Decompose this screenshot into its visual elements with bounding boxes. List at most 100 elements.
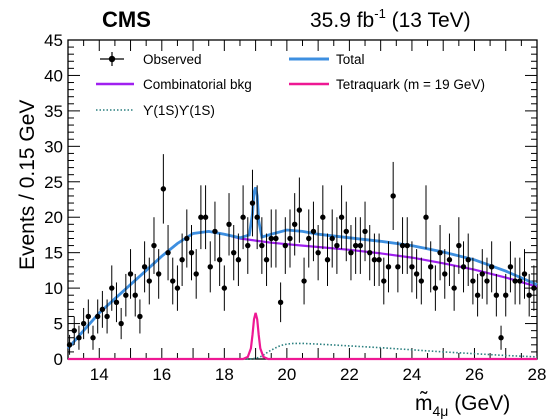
observed-point	[277, 299, 284, 305]
x-tick-label: 24	[402, 365, 421, 384]
observed-point	[385, 264, 392, 270]
y-axis-label: Events / 0.15 GeV	[16, 100, 39, 270]
observed-point	[99, 306, 106, 313]
combinatorial-curve	[67, 230, 538, 350]
observed-point	[320, 214, 326, 220]
observed-point	[127, 271, 134, 277]
observed-point	[343, 228, 349, 235]
observed-point	[526, 292, 532, 298]
observed-point	[268, 235, 274, 242]
observed-point	[493, 292, 500, 298]
observed-point	[212, 228, 218, 235]
legend-entry-total: Total	[289, 52, 365, 67]
energy-label: (13 TeV)	[386, 9, 471, 32]
tetraquark-curve	[68, 312, 537, 361]
observed-point	[376, 257, 382, 263]
y-tick-label: 20	[44, 208, 63, 227]
observed-point	[221, 285, 228, 291]
observed-point	[460, 264, 467, 270]
observed-point	[531, 285, 537, 291]
legend-observed-marker	[108, 55, 116, 63]
x-axis-label-base: m̃	[415, 392, 433, 415]
observed-point	[170, 278, 176, 284]
observed-point	[113, 299, 120, 305]
observed-point	[123, 292, 129, 298]
observed-point	[80, 320, 87, 327]
observed-point	[418, 278, 425, 284]
observed-point	[263, 257, 270, 263]
observed-point	[296, 207, 303, 213]
observed-point	[456, 242, 462, 249]
observed-point	[507, 264, 514, 270]
observed-point	[71, 327, 77, 334]
legend-entry-tetraquark: Tetraquark (m = 19 GeV)	[289, 77, 485, 92]
observed-point	[188, 249, 195, 256]
observed-point	[512, 278, 518, 284]
legend-entry-combinatorial: Combinatorial bkg	[96, 77, 252, 92]
luminosity-exponent: -1	[374, 6, 386, 21]
y-tick-label: 35	[44, 102, 63, 121]
observed-point	[202, 214, 209, 220]
observed-point	[273, 235, 279, 242]
legend-total-label: Total	[336, 52, 365, 67]
observed-point	[109, 285, 115, 291]
observed-point	[118, 320, 124, 327]
observed-point	[259, 242, 265, 249]
observed-point	[104, 313, 110, 320]
x-tick-label: 26	[465, 365, 484, 384]
observed-point	[137, 313, 143, 320]
observed-point	[231, 249, 237, 256]
observed-point	[427, 264, 434, 270]
total-curve	[66, 186, 538, 350]
observed-point	[371, 257, 378, 263]
legend-entry-upsilon: ϒ(1S)ϒ(1S)	[96, 103, 215, 118]
observed-point	[254, 214, 260, 220]
luminosity-value: 35.9 fb	[310, 9, 374, 32]
observed-point	[334, 242, 340, 249]
observed-point	[165, 249, 171, 256]
legend-entry-observed: Observed	[100, 52, 202, 67]
observed-point	[141, 264, 148, 270]
observed-point	[329, 235, 335, 242]
observed-point	[132, 292, 138, 298]
observed-point	[95, 313, 101, 320]
upsilon-curve	[68, 342, 538, 360]
observed-point	[451, 285, 457, 291]
x-tick-label: 28	[528, 365, 547, 384]
observed-point	[291, 221, 298, 228]
x-axis-label-sub: 4μ	[433, 403, 449, 419]
y-tick-label: 5	[54, 315, 63, 334]
y-tick-label: 15	[44, 244, 63, 263]
observed-point	[413, 271, 420, 277]
luminosity-label: 35.9 fb-1 (13 TeV)	[310, 6, 471, 32]
y-tick-label: 10	[44, 279, 63, 298]
observed-point	[474, 292, 481, 298]
observed-point	[437, 249, 443, 256]
observed-points	[66, 154, 537, 355]
observed-point	[282, 242, 289, 249]
observed-point	[66, 342, 73, 348]
legend-tetraquark-label: Tetraquark (m = 19 GeV)	[336, 77, 485, 92]
observed-point	[193, 271, 199, 277]
observed-point	[484, 278, 490, 284]
observed-point	[155, 271, 162, 277]
observed-point	[432, 285, 439, 291]
y-tick-label: 45	[44, 31, 63, 50]
observed-point	[409, 264, 415, 270]
x-axis-label: m̃4μ (GeV)	[415, 392, 510, 419]
observed-point	[315, 249, 321, 256]
observed-point	[245, 242, 251, 249]
observed-point	[226, 221, 232, 228]
observed-point	[198, 214, 204, 220]
observed-point	[488, 264, 495, 270]
observed-point	[301, 278, 307, 284]
curves	[66, 186, 538, 361]
observed-point	[521, 271, 528, 277]
legend: Observed Total Combinatorial bkg Tetraqu…	[96, 52, 485, 118]
observed-point	[442, 271, 448, 277]
y-tick-label: 30	[44, 137, 63, 156]
observed-point	[90, 335, 96, 341]
legend-combinatorial-label: Combinatorial bkg	[143, 77, 252, 92]
